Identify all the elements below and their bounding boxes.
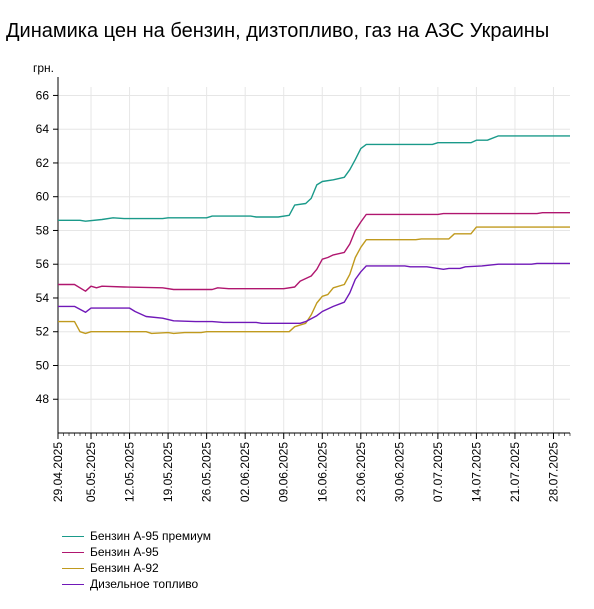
legend-label: Бензин А-95 премиум [90,529,211,543]
y-tick-label: 58 [36,223,50,237]
x-tick-label: 05.05.2025 [84,442,98,502]
x-tick-label: 29.04.2025 [51,442,65,502]
series-line-3 [58,226,570,335]
x-tick-label: 14.07.2025 [469,442,483,502]
legend-item: Дизельное топливо [62,576,211,592]
series-line-1 [58,135,570,222]
legend-swatch [62,551,84,553]
legend: Бензин А-95 премиум Бензин А-95 Бензин А-9… [62,528,211,592]
x-tick-label: 02.06.2025 [238,442,252,502]
x-tick-label: 28.07.2025 [546,442,560,502]
x-tick-label: 07.07.2025 [431,442,445,502]
grid [57,87,570,433]
legend-swatch [62,535,84,537]
x-tick-label: 09.06.2025 [277,442,291,502]
x-ticks: 29.04.2025 05.05.2025 12.05.2025 19.05.2025… [51,433,571,502]
series-lines [58,135,570,335]
y-tick-label: 56 [36,257,50,271]
y-axis-label: грн. [33,61,54,75]
y-tick-label: 48 [36,392,50,406]
y-tick-label: 64 [36,122,50,136]
y-tick-label: 60 [36,190,50,204]
legend-label: Бензин А-95 [90,545,159,559]
x-tick-label: 23.06.2025 [354,442,368,502]
y-ticks: 48 50 52 54 56 58 60 62 64 66 [36,88,58,406]
y-tick-label: 54 [36,291,50,305]
series-line-4 [58,262,570,324]
series-line-2 [58,212,570,292]
y-tick-label: 52 [36,325,50,339]
legend-swatch [62,567,84,569]
x-tick-label: 21.07.2025 [508,442,522,502]
legend-swatch [62,583,84,585]
y-tick-label: 62 [36,156,50,170]
axes [57,77,570,434]
x-tick-label: 12.05.2025 [123,442,137,502]
y-tick-label: 66 [36,88,50,102]
legend-label: Бензин А-92 [90,561,159,575]
chart-title: Динамика цен на бензин, дизтопливо, газ … [6,20,550,42]
x-tick-label: 26.05.2025 [200,442,214,502]
legend-label: Дизельное топливо [90,577,199,591]
x-tick-label: 30.06.2025 [392,442,406,502]
legend-item: Бензин А-95 премиум [62,528,211,544]
y-tick-label: 50 [36,358,50,372]
legend-item: Бензин А-92 [62,560,211,576]
x-tick-label: 16.06.2025 [315,442,329,502]
x-tick-label: 19.05.2025 [161,442,175,502]
legend-item: Бензин А-95 [62,544,211,560]
